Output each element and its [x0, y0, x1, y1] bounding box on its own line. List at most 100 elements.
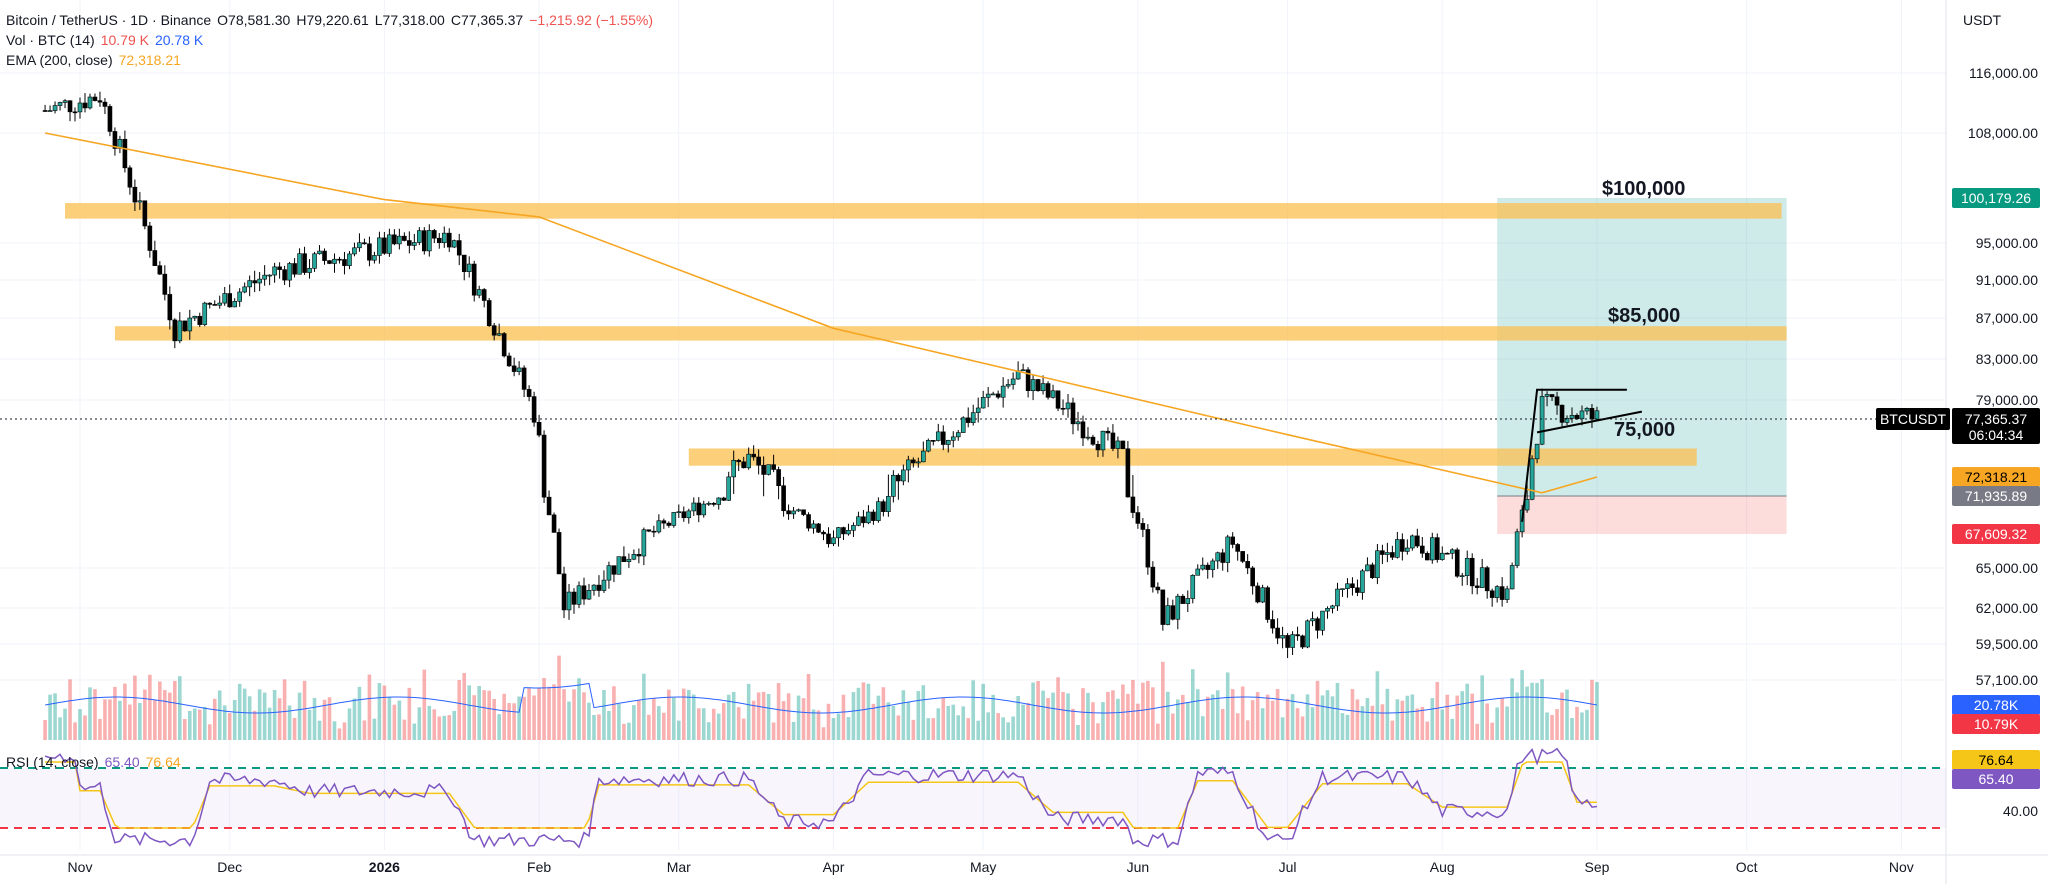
- candle[interactable]: [636, 554, 642, 557]
- candle[interactable]: [57, 102, 63, 106]
- candle[interactable]: [1065, 402, 1071, 410]
- candle[interactable]: [935, 431, 941, 441]
- candle[interactable]: [1205, 564, 1211, 570]
- candle[interactable]: [831, 537, 836, 545]
- candle[interactable]: [1165, 605, 1171, 625]
- candle[interactable]: [1215, 552, 1221, 562]
- candle[interactable]: [367, 243, 372, 261]
- candle[interactable]: [1020, 369, 1026, 372]
- candle[interactable]: [1335, 588, 1340, 607]
- candle[interactable]: [377, 237, 382, 256]
- candle[interactable]: [92, 96, 98, 101]
- candle[interactable]: [1549, 394, 1555, 398]
- candle[interactable]: [1405, 547, 1410, 552]
- candle[interactable]: [1265, 587, 1270, 620]
- candle[interactable]: [1075, 421, 1081, 425]
- candle[interactable]: [1240, 551, 1245, 562]
- annotation-75000[interactable]: 75,000: [1614, 419, 1675, 441]
- candle[interactable]: [1469, 557, 1475, 587]
- candle[interactable]: [307, 268, 312, 273]
- annotation-100000[interactable]: $100,000: [1602, 178, 1685, 200]
- candle[interactable]: [1255, 585, 1260, 603]
- candle[interactable]: [1120, 440, 1126, 450]
- candle[interactable]: [1280, 635, 1285, 639]
- candle[interactable]: [1310, 618, 1315, 622]
- candle[interactable]: [107, 106, 113, 132]
- candle[interactable]: [606, 565, 612, 581]
- candle[interactable]: [601, 579, 607, 591]
- price-tag-entry[interactable]: 71,935.89: [1952, 486, 2040, 506]
- candle[interactable]: [1584, 408, 1590, 412]
- candle[interactable]: [407, 240, 412, 246]
- candle[interactable]: [716, 497, 722, 505]
- volume-tag-value[interactable]: 10.79K: [1952, 714, 2040, 734]
- candle[interactable]: [1390, 552, 1395, 558]
- candle[interactable]: [242, 286, 247, 293]
- candle[interactable]: [566, 591, 572, 611]
- candle[interactable]: [1155, 586, 1161, 591]
- candle[interactable]: [985, 393, 991, 398]
- candle[interactable]: [616, 556, 622, 575]
- candle[interactable]: [1230, 536, 1235, 545]
- candle[interactable]: [556, 532, 562, 575]
- candle[interactable]: [1579, 410, 1585, 420]
- candle[interactable]: [965, 417, 971, 423]
- candle[interactable]: [362, 242, 367, 245]
- candle[interactable]: [896, 474, 901, 482]
- candle[interactable]: [1115, 440, 1121, 449]
- candle[interactable]: [901, 469, 906, 482]
- candle[interactable]: [930, 440, 936, 442]
- candle[interactable]: [172, 319, 178, 342]
- candle[interactable]: [1459, 575, 1465, 577]
- candle[interactable]: [756, 456, 761, 466]
- candle[interactable]: [511, 365, 517, 372]
- candle[interactable]: [142, 200, 148, 227]
- candle[interactable]: [836, 527, 841, 539]
- candle[interactable]: [327, 260, 332, 264]
- candle[interactable]: [397, 235, 402, 245]
- resistance-zone[interactable]: [65, 203, 1782, 219]
- candle[interactable]: [646, 529, 652, 532]
- candle[interactable]: [1105, 430, 1111, 434]
- candle[interactable]: [846, 529, 851, 535]
- candle[interactable]: [1539, 396, 1545, 445]
- candle[interactable]: [167, 294, 173, 321]
- candle[interactable]: [1000, 385, 1006, 398]
- candle[interactable]: [232, 301, 237, 308]
- candle[interactable]: [876, 501, 881, 521]
- candle[interactable]: [1040, 383, 1046, 392]
- candle[interactable]: [1370, 564, 1375, 579]
- volume-legend[interactable]: Vol · BTC (14) 10.79 K 20.78 K: [6, 32, 209, 48]
- candle[interactable]: [1420, 545, 1425, 554]
- volume-tag-ma[interactable]: 20.78K: [1952, 695, 2040, 715]
- candle[interactable]: [871, 511, 876, 521]
- candle[interactable]: [980, 397, 986, 409]
- candle[interactable]: [1160, 589, 1166, 625]
- candle[interactable]: [940, 431, 946, 445]
- candle[interactable]: [1270, 619, 1275, 629]
- candle[interactable]: [781, 485, 786, 512]
- candle[interactable]: [82, 102, 88, 109]
- candle[interactable]: [691, 502, 697, 512]
- candle[interactable]: [1524, 499, 1530, 511]
- candle[interactable]: [706, 502, 712, 505]
- price-tag-ema[interactable]: 72,318.21: [1952, 467, 2040, 487]
- resistance-zone[interactable]: [114, 326, 1787, 341]
- candle[interactable]: [1529, 458, 1535, 500]
- candle[interactable]: [382, 237, 387, 254]
- candle[interactable]: [1235, 544, 1240, 552]
- candle[interactable]: [796, 509, 801, 512]
- candle[interactable]: [1140, 523, 1146, 530]
- candle[interactable]: [1474, 585, 1480, 588]
- candle[interactable]: [995, 393, 1001, 398]
- candle[interactable]: [516, 367, 522, 372]
- candle[interactable]: [77, 102, 83, 113]
- candle[interactable]: [247, 280, 252, 288]
- candle[interactable]: [776, 469, 781, 487]
- candle[interactable]: [841, 527, 846, 535]
- candle[interactable]: [761, 464, 766, 475]
- candle[interactable]: [132, 186, 138, 203]
- candle[interactable]: [701, 503, 707, 516]
- candle[interactable]: [816, 523, 821, 533]
- candle[interactable]: [262, 274, 267, 280]
